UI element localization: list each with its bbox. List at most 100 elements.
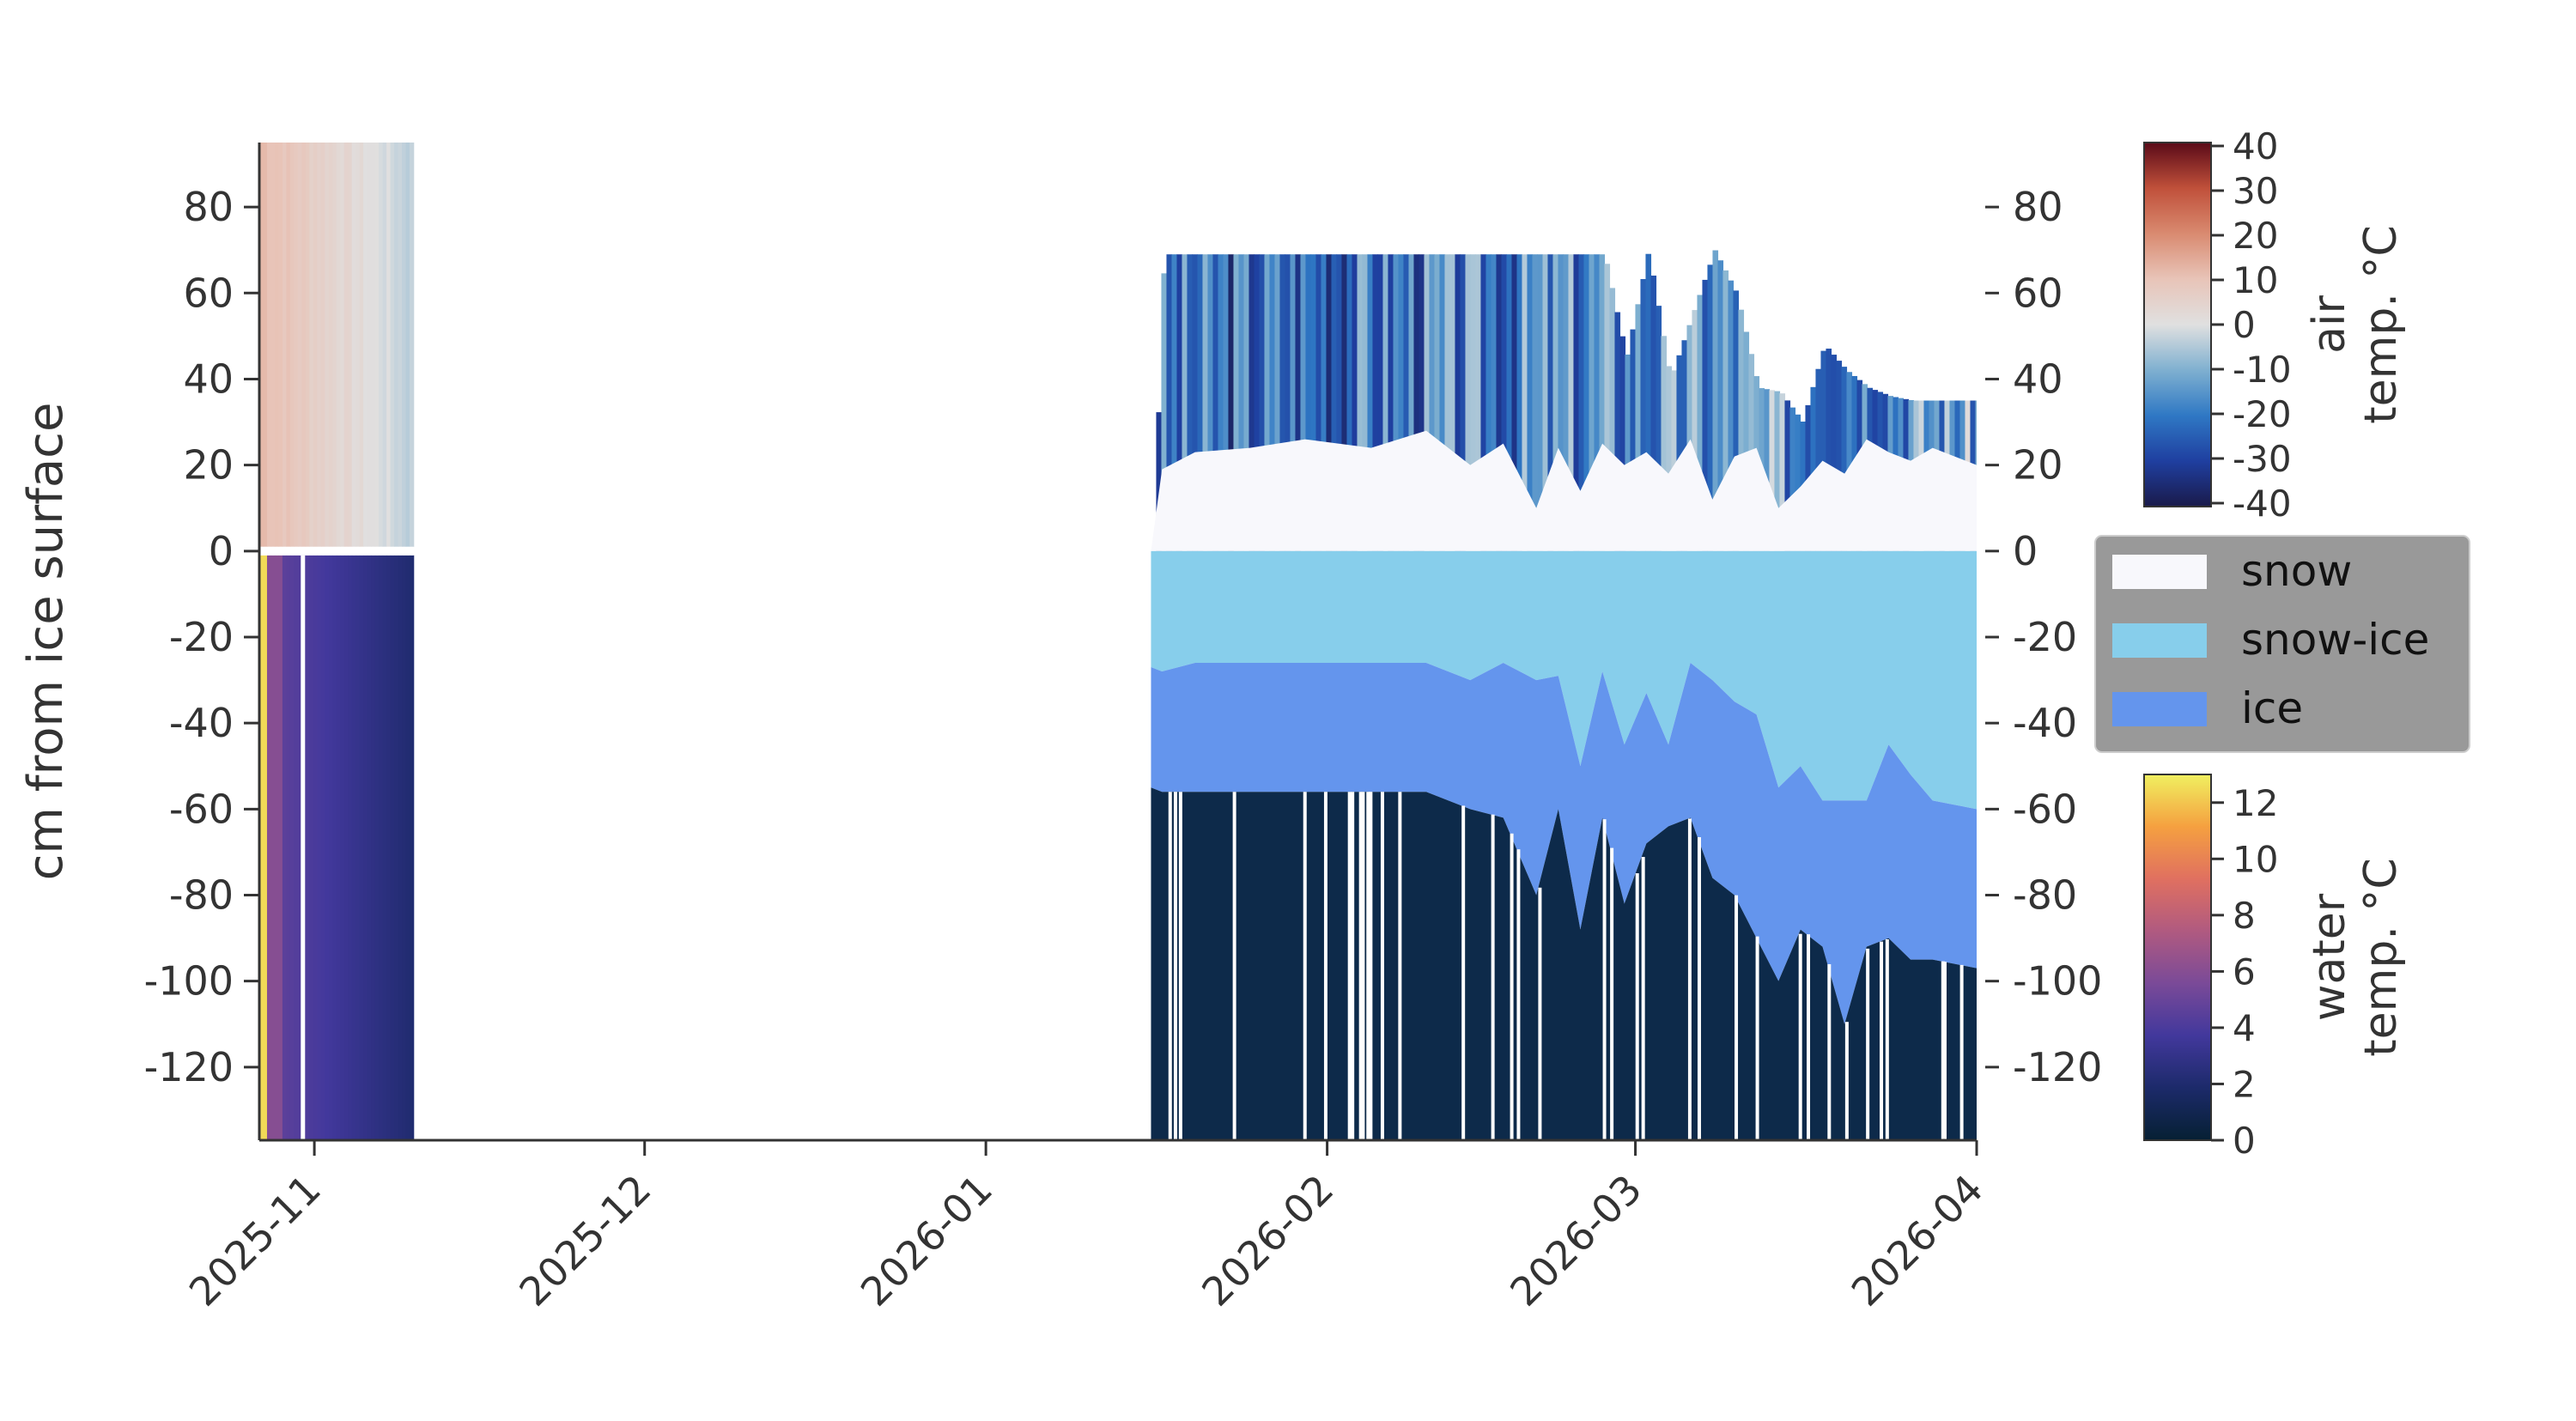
air-temp-stripe	[1692, 310, 1698, 551]
air-temp-stripe	[1439, 254, 1446, 551]
water-temp-column	[382, 555, 387, 1140]
air-temp-stripe	[1568, 254, 1575, 551]
water-temp-column	[332, 555, 337, 1140]
y-tick-label-right: 0	[2013, 528, 2038, 574]
air-temp-column	[286, 143, 291, 547]
water-temp-column	[379, 555, 384, 1140]
air-temp-column	[371, 143, 376, 547]
water-temp-column	[405, 555, 410, 1140]
colorbar-tick-label: -30	[2233, 438, 2292, 480]
air-temp-stripe	[1249, 254, 1255, 551]
water-temp-column	[328, 555, 334, 1140]
air-temp-stripe	[1176, 254, 1183, 551]
air-temp-stripe	[1470, 254, 1477, 551]
air-temp-stripe	[1187, 254, 1194, 551]
water-temp-column	[359, 555, 364, 1140]
water-temp-column	[282, 555, 288, 1140]
air-temp-column	[394, 143, 399, 547]
air-temp-column	[343, 143, 349, 547]
water-colorbar-fill	[2143, 774, 2212, 1141]
air-temp-stripe	[1630, 329, 1637, 551]
air-temp-stripe	[1516, 254, 1523, 551]
air-temp-stripe	[1377, 254, 1384, 551]
water-gap-line	[1635, 873, 1639, 1140]
air-temp-stripe	[1846, 372, 1853, 551]
colorbar-tick-label: 10	[2233, 838, 2278, 880]
y-tick-label-right: 40	[2013, 355, 2063, 402]
air-temp-stripe	[1367, 254, 1374, 551]
water-temp-column	[343, 555, 349, 1140]
air-temp-column	[382, 143, 387, 547]
air-temp-column	[328, 143, 334, 547]
air-temp-stripe	[1671, 370, 1678, 551]
water-gap-line	[1351, 792, 1355, 1140]
colorbar-tick-label: 2	[2233, 1063, 2256, 1105]
air-temp-stripe	[1681, 340, 1688, 551]
x-tick-label: 2026-03	[1501, 1166, 1650, 1315]
air-temp-stripe	[1640, 279, 1647, 551]
air-colorbar-title-line1: air	[2304, 295, 2355, 354]
air-temp-column	[309, 143, 314, 547]
water-gap-line	[1380, 792, 1384, 1140]
air-temp-stripe	[1434, 254, 1441, 551]
legend-swatch-ice	[2112, 692, 2207, 726]
air-temp-stripe	[1424, 254, 1431, 551]
air-temp-stripe	[1820, 350, 1827, 551]
y-tick-label-left: 20	[183, 442, 234, 489]
water-gap-line	[1461, 805, 1466, 1140]
air-temp-stripe	[1455, 254, 1461, 551]
surface-line	[259, 546, 414, 556]
water-temp-column	[286, 555, 291, 1140]
air-temp-column	[348, 143, 353, 547]
water-temp-column	[320, 555, 326, 1140]
air-temp-stripe	[1403, 254, 1410, 551]
air-temp-stripe	[1558, 254, 1564, 551]
water-gap-line	[1942, 962, 1947, 1140]
air-temp-stripe	[1460, 254, 1467, 551]
air-temp-stripe	[1243, 254, 1250, 551]
air-temp-column	[325, 143, 330, 547]
air-temp-stripe	[1413, 254, 1420, 551]
air-temp-column	[398, 143, 403, 547]
water-colorbar-title-line2: temp. °C	[2355, 858, 2407, 1056]
water-temp-column	[410, 555, 415, 1140]
air-temp-stripe	[1522, 254, 1528, 551]
air-temp-stripe	[1310, 254, 1317, 551]
air-temp-column	[317, 143, 322, 547]
water-temp-column	[266, 555, 272, 1140]
air-temp-stripe	[1326, 254, 1333, 551]
air-temp-stripe	[1661, 336, 1668, 551]
air-temp-stripe	[1274, 254, 1281, 551]
water-gap-line	[1844, 1022, 1849, 1140]
air-temp-stripe	[1444, 254, 1451, 551]
air-temp-stripe	[1480, 254, 1487, 551]
colorbar-tick-label: 10	[2233, 259, 2278, 301]
water-gap-line	[1303, 792, 1307, 1140]
water-gap-line	[1885, 939, 1889, 1140]
air-temp-stripe	[1264, 254, 1271, 551]
air-temp-stripe	[1738, 309, 1745, 551]
air-temp-column	[340, 143, 345, 547]
air-temp-stripe	[1233, 254, 1240, 551]
air-temp-stripe	[1722, 270, 1729, 551]
water-gap-line	[1491, 814, 1495, 1140]
water-temp-column	[259, 555, 264, 1140]
air-temp-stripe	[1223, 254, 1230, 551]
air-temp-column	[336, 143, 342, 547]
colorbar-tick-label: 6	[2233, 950, 2256, 993]
legend-label-snow-ice: snow-ice	[2241, 615, 2429, 665]
air-temp-stripe	[1831, 355, 1838, 551]
air-temp-stripe	[1578, 254, 1585, 551]
air-temp-column	[386, 143, 392, 547]
air-temp-stripe	[1619, 336, 1626, 551]
colorbar-tick-label: 40	[2233, 125, 2278, 167]
air-temp-column	[297, 143, 303, 547]
air-temp-column	[332, 143, 337, 547]
air-temp-stripe	[1676, 355, 1683, 551]
water-gap-line	[1959, 964, 1964, 1140]
water-temp-column	[309, 555, 314, 1140]
y-tick-label-right: 80	[2013, 184, 2063, 230]
air-temp-stripe	[1784, 400, 1791, 551]
water-temp-column	[313, 555, 319, 1140]
data-gap	[301, 555, 306, 1145]
